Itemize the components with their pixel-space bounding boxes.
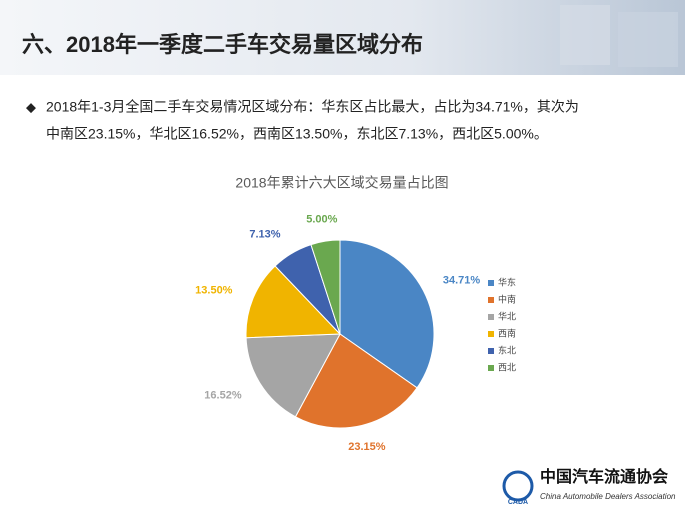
legend-label: 西北: [498, 362, 516, 372]
legend-swatch: [488, 348, 494, 354]
legend-label: 东北: [498, 344, 516, 355]
header-decor: [560, 5, 610, 65]
data-label: 13.50%: [195, 284, 233, 296]
data-label: 23.15%: [348, 441, 386, 453]
legend-swatch: [488, 331, 494, 337]
slide-title: 六、2018年一季度二手车交易量区域分布: [22, 32, 423, 57]
legend-swatch: [488, 365, 494, 371]
bullet-icon: ◆: [26, 99, 36, 114]
legend-swatch: [488, 314, 494, 320]
header-decor: [618, 12, 678, 67]
bullet-text: 2018年1-3月全国二手车交易情况区域分布：华东区占比最大，占比为34.71%…: [46, 99, 579, 115]
legend-label: 华北: [498, 310, 516, 321]
logo-english: China Automobile Dealers Association: [540, 492, 676, 501]
logo-emblem: [502, 470, 534, 502]
pie-slice: [245, 265, 342, 339]
data-label: 34.71%: [443, 274, 481, 286]
pie-slice: [339, 239, 435, 389]
logo-abbr: CADA: [508, 499, 528, 506]
data-label: 16.52%: [204, 389, 242, 401]
pie-slice: [310, 239, 341, 335]
legend-swatch: [488, 297, 494, 303]
logo-name: 中国汽车流通协会: [540, 467, 668, 486]
pie-slice: [294, 333, 418, 429]
legend-label: 西南: [498, 327, 516, 338]
legend-label: 华东: [498, 276, 516, 287]
chart-title: 2018年累计六大区域交易量占比图: [235, 175, 448, 191]
logo: CADA 中国汽车流通协会 China Automobile Dealers A…: [502, 467, 676, 506]
pie-slice: [245, 333, 341, 418]
data-label: 5.00%: [306, 213, 337, 225]
data-label: 7.13%: [249, 228, 280, 240]
legend-label: 中南: [498, 293, 516, 304]
bullet-text: 中南区23.15%，华北区16.52%，西南区13.50%，东北区7.13%，西…: [46, 126, 548, 142]
legend-swatch: [488, 280, 494, 286]
